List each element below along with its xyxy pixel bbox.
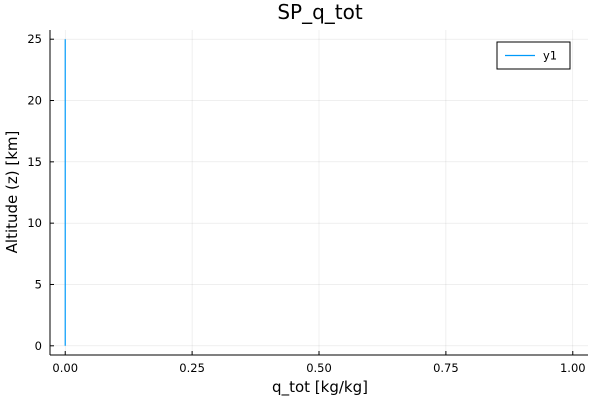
y-tick-label: 10 bbox=[27, 216, 42, 230]
y-tick-label: 25 bbox=[27, 32, 42, 46]
y-axis-label: Altitude (z) [km] bbox=[3, 131, 21, 254]
ticks: 0.00 0.25 0.50 0.75 1.00 0 5 10 15 20 25 bbox=[27, 32, 585, 375]
x-tick-label: 0.00 bbox=[52, 361, 78, 375]
legend: y1 bbox=[496, 41, 571, 70]
grid bbox=[50, 30, 588, 355]
chart-title: SP_q_tot bbox=[277, 0, 363, 24]
x-tick-label: 0.75 bbox=[433, 361, 459, 375]
x-tick-label: 0.25 bbox=[179, 361, 205, 375]
x-tick-label: 1.00 bbox=[560, 361, 586, 375]
y-tick-label: 0 bbox=[35, 339, 42, 353]
x-tick-label: 0.50 bbox=[306, 361, 332, 375]
legend-label: y1 bbox=[543, 49, 557, 63]
x-axis-label: q_tot [kg/kg] bbox=[272, 378, 368, 397]
y-tick-label: 5 bbox=[35, 277, 42, 291]
y-tick-label: 15 bbox=[27, 155, 42, 169]
y-tick-label: 20 bbox=[27, 94, 42, 108]
